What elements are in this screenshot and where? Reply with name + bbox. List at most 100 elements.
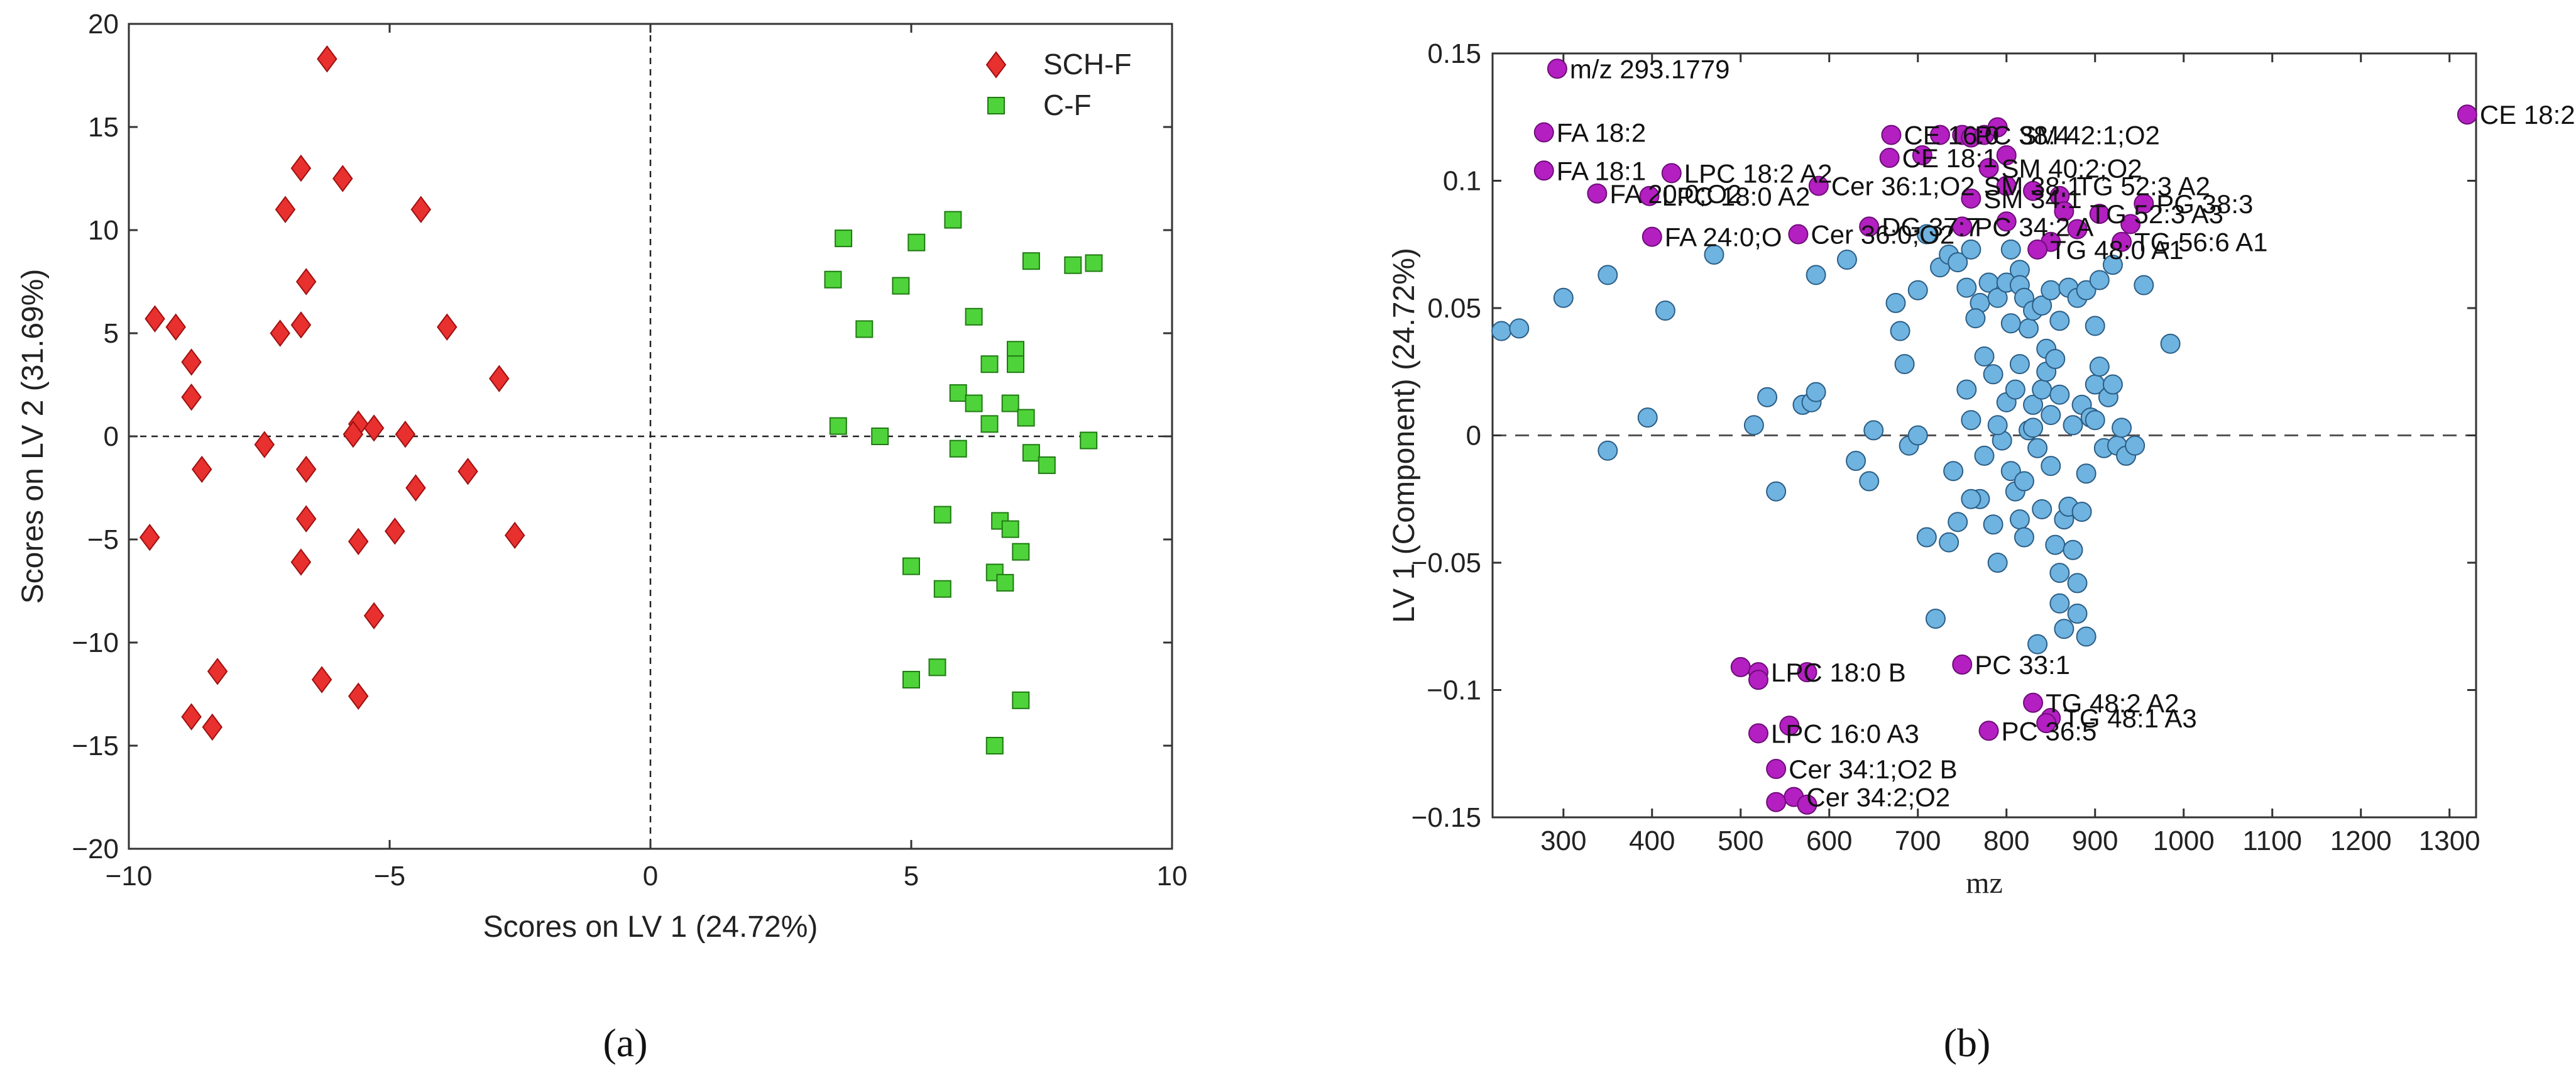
data-point-variable [2023, 394, 2044, 415]
data-point-annotated [1766, 792, 1787, 812]
data-point-annotated [1797, 794, 1817, 815]
point-annotation: TG 52:3 A3 [2090, 199, 2223, 229]
data-point-variable [2049, 311, 2070, 331]
data-point-variable [2018, 318, 2039, 339]
data-point-c-f [1038, 456, 1056, 474]
data-point-annotated [2134, 193, 2154, 214]
data-point-annotated [2036, 713, 2057, 734]
y-tick-label: 0.15 [1427, 38, 1481, 69]
data-point-sch-f [363, 414, 385, 442]
point-annotation: FA 18:2 [1557, 118, 1646, 148]
legend-label-sch-f: SCH-F [1043, 48, 1132, 80]
data-point-variable [2076, 626, 2096, 647]
data-point-variable [2041, 456, 2061, 477]
data-point-c-f [928, 658, 946, 677]
data-point-variable [2049, 563, 2070, 583]
data-point-variable [1939, 532, 1959, 553]
point-annotation: Cer 36:0;O2 [1811, 220, 1954, 250]
x-tick-label: −5 [374, 861, 405, 892]
data-point-variable [1890, 321, 1910, 341]
y-tick-label: 10 [88, 215, 119, 246]
data-point-sch-f [343, 421, 364, 448]
point-annotation: DG 37:7 [1882, 212, 1980, 241]
data-point-variable [1961, 239, 1981, 260]
point-annotation: TG 56:6 A1 [2134, 228, 2267, 257]
data-point-sch-f [311, 666, 332, 693]
data-point-c-f [1001, 520, 1019, 538]
point-annotation: PC 36:5 [2002, 716, 2097, 746]
data-point-annotated [1961, 188, 1981, 209]
y-axis-label: LV 1 (Component) (24.72%) [1388, 248, 1421, 623]
data-point-variable [1553, 287, 1574, 308]
y-tick-label: 15 [88, 112, 119, 143]
data-point-variable [1907, 280, 1928, 301]
data-point-c-f [1022, 252, 1040, 270]
data-point-annotated [2089, 204, 2110, 224]
y-tick-label: −20 [72, 834, 119, 864]
point-annotation: TG 48:0 A1 [2050, 235, 2183, 265]
data-point-variable [2041, 280, 2061, 301]
data-point-sch-f [181, 703, 202, 731]
data-point-sch-f [363, 602, 385, 630]
data-point-annotated [1779, 715, 1800, 736]
data-point-annotated [2054, 201, 2075, 222]
data-point-annotated [1587, 183, 1608, 204]
data-point-sch-f [275, 196, 296, 223]
data-point-annotated [1748, 670, 1768, 690]
y-tick-label: −15 [72, 731, 119, 761]
legend-marker-c-f [987, 97, 1005, 114]
point-annotation: FA 20:0;O2 [1609, 179, 1741, 209]
data-point-variable [2014, 527, 2034, 548]
point-annotation: LPC 18:2 A2 [1684, 158, 1833, 188]
x-tick-label: −10 [106, 861, 153, 892]
data-point-variable [2125, 435, 2146, 456]
data-point-variable [2032, 295, 2053, 316]
y-tick-label: −10 [72, 627, 119, 658]
data-point-c-f [933, 580, 951, 598]
point-annotation: LPC 16:0 A3 [1771, 719, 1919, 748]
data-point-sch-f [348, 527, 369, 555]
point-annotation: CE 16:0 [1904, 121, 1999, 150]
data-point-annotated [1533, 160, 1554, 181]
data-point-sch-f [332, 165, 353, 192]
data-point-c-f [1085, 254, 1103, 272]
data-point-variable [2085, 316, 2105, 336]
point-annotation: LPC 18:0 B [1771, 658, 1906, 687]
data-point-annotated [1996, 175, 2017, 196]
data-point-annotated [1879, 148, 1900, 168]
point-annotation: TG 48:2 A2 [2046, 688, 2179, 718]
legend-label-c-f: C-F [1043, 89, 1092, 121]
data-point-c-f [871, 428, 889, 445]
x-tick-label: 1200 [2330, 826, 2392, 856]
data-point-variable [2076, 463, 2096, 484]
data-point-sch-f [270, 319, 290, 347]
data-point-c-f [1012, 691, 1030, 709]
data-point-variable [2067, 604, 2088, 624]
data-point-annotated [1996, 145, 2017, 165]
data-point-sch-f [165, 313, 186, 341]
data-point-c-f [1001, 394, 1019, 412]
y-tick-label: −0.05 [1411, 548, 1481, 578]
data-point-annotated [1661, 163, 1682, 184]
data-point-sch-f [290, 311, 312, 339]
data-point-sch-f [207, 658, 228, 685]
data-point-annotated [1639, 185, 1660, 206]
data-point-variable [1983, 514, 2003, 535]
data-point-variable [1757, 387, 1778, 407]
y-tick-label: 20 [88, 9, 119, 40]
data-point-sch-f [317, 45, 337, 73]
data-point-variable [2112, 417, 2132, 438]
data-point-c-f [980, 355, 999, 373]
data-point-variable [1907, 425, 1928, 446]
data-point-annotated [1912, 145, 1932, 165]
data-point-c-f [996, 573, 1014, 592]
data-point-variable [2027, 634, 2048, 654]
data-point-c-f [1064, 256, 1082, 274]
data-point-variable [1965, 308, 1986, 329]
data-point-annotated [1978, 158, 1999, 179]
data-point-variable [1863, 420, 1884, 441]
data-point-variable [1983, 364, 2003, 385]
data-point-variable [2009, 509, 2030, 530]
data-point-annotated [1533, 122, 1554, 143]
data-point-c-f [1012, 543, 1030, 561]
